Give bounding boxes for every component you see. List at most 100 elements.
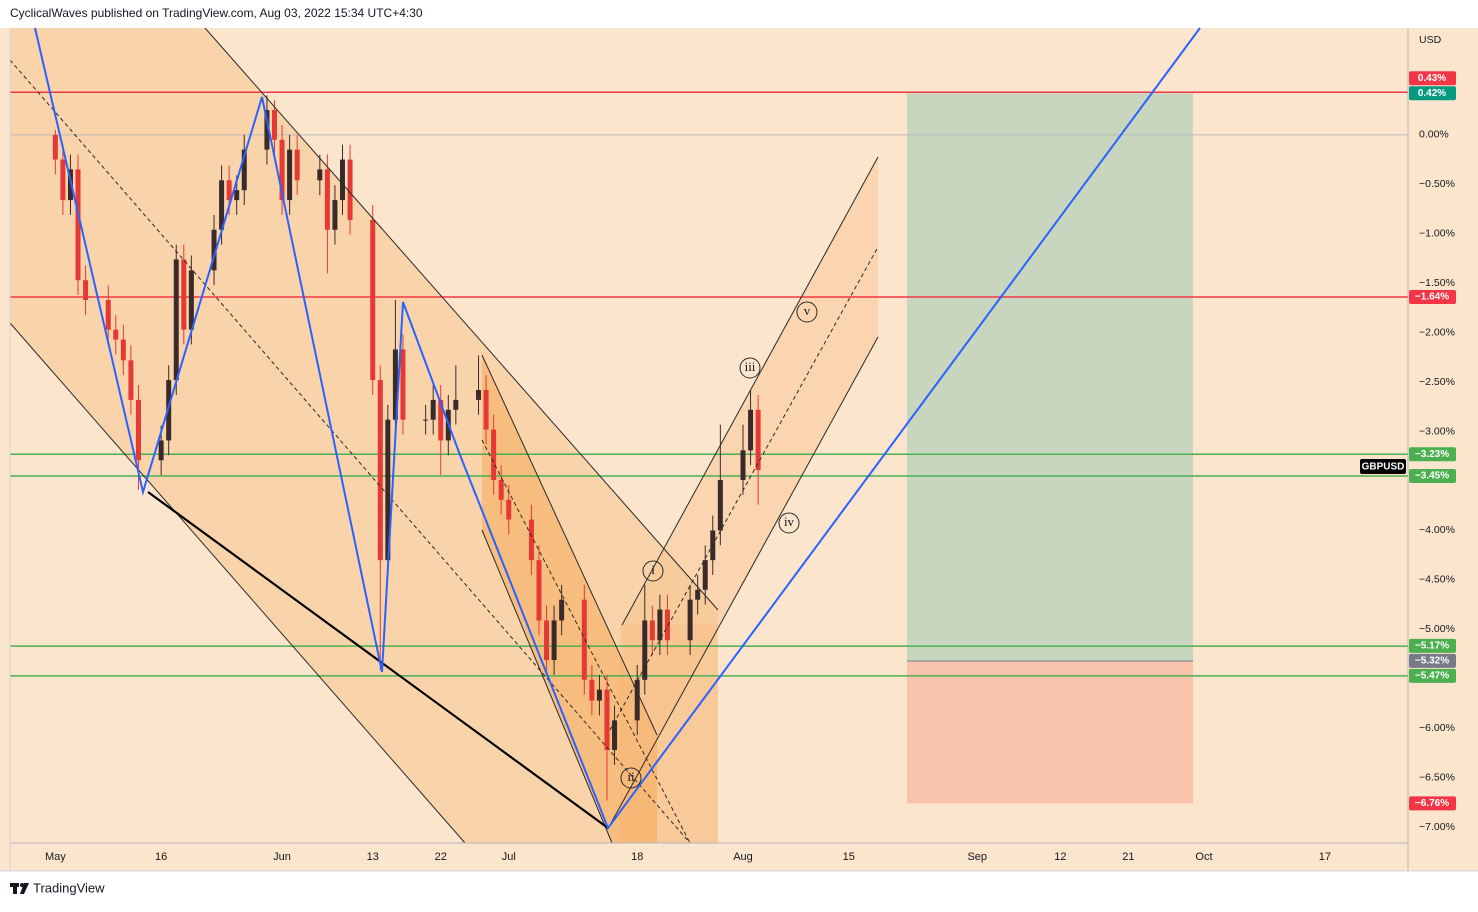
candle-body bbox=[128, 360, 134, 400]
candle-body bbox=[317, 169, 323, 181]
y-tick-label: −6.00% bbox=[1419, 722, 1455, 734]
wave-text: iii bbox=[745, 359, 756, 374]
logo-part bbox=[13, 883, 17, 894]
candle-body bbox=[559, 599, 565, 621]
candle-body bbox=[536, 560, 542, 621]
footer: TradingView bbox=[10, 880, 105, 895]
price-tag-label: −1.64% bbox=[1415, 292, 1449, 303]
wave-label: iv bbox=[778, 512, 800, 534]
price-tag-label: 0.42% bbox=[1418, 88, 1446, 99]
channel-midline bbox=[609, 246, 879, 731]
candle-body bbox=[113, 329, 119, 340]
wave-text: i bbox=[651, 562, 655, 577]
position-tool bbox=[907, 93, 1193, 804]
candle-body bbox=[271, 110, 277, 140]
candle-body bbox=[279, 139, 285, 201]
candle-body bbox=[695, 589, 701, 600]
candle-body bbox=[438, 399, 444, 441]
candle-body bbox=[642, 620, 648, 680]
candle-body bbox=[634, 679, 640, 721]
x-tick-label: 15 bbox=[843, 851, 855, 863]
price-tag-label: −3.45% bbox=[1415, 471, 1449, 482]
candle-body bbox=[219, 180, 225, 230]
candle-body bbox=[370, 219, 376, 381]
candle-body bbox=[385, 419, 391, 561]
publish-info: CyclicalWaves published on TradingView.c… bbox=[10, 6, 423, 20]
candle-body bbox=[211, 229, 217, 271]
channel-midline bbox=[9, 59, 691, 844]
candle-body bbox=[702, 560, 708, 590]
candle-body bbox=[491, 429, 497, 481]
candle-body bbox=[717, 480, 723, 531]
price-tag bbox=[1409, 469, 1456, 484]
price-tag bbox=[1409, 653, 1456, 668]
candle-body bbox=[423, 419, 429, 421]
channel-line bbox=[481, 354, 658, 736]
channel-midline bbox=[481, 439, 691, 844]
wave-circle bbox=[796, 301, 818, 323]
currency-label: USD bbox=[1419, 34, 1442, 46]
axes: USD GBPUSD 0.00% −0.50% −1.00% −1.50% −2.00%… bbox=[0, 28, 1478, 872]
y-tick-label: −4.00% bbox=[1419, 524, 1455, 536]
y-tick-label: −1.00% bbox=[1419, 228, 1455, 240]
channel-line bbox=[621, 156, 879, 626]
wave-text: v bbox=[804, 303, 811, 318]
candle-body bbox=[748, 409, 754, 451]
wave-label: v bbox=[796, 301, 818, 323]
candle-body bbox=[612, 720, 618, 751]
price-tag bbox=[1409, 71, 1456, 86]
x-tick-label: 13 bbox=[367, 851, 379, 863]
price-tag bbox=[1409, 796, 1456, 811]
x-tick-label: Oct bbox=[1195, 851, 1212, 863]
price-tag-label: −6.76% bbox=[1415, 798, 1449, 809]
x-tick-label: 18 bbox=[631, 851, 643, 863]
y-tick-label: −0.50% bbox=[1419, 178, 1455, 190]
candle-body bbox=[75, 169, 81, 281]
channel-line bbox=[609, 336, 879, 826]
x-tick-label: 17 bbox=[1319, 851, 1331, 863]
trend-line bbox=[147, 491, 609, 829]
candle-body bbox=[166, 380, 172, 441]
x-tick-label: Jun bbox=[273, 851, 291, 863]
candle-body bbox=[506, 499, 512, 520]
y-tick-label: −5.00% bbox=[1419, 623, 1455, 635]
candle-body bbox=[498, 480, 504, 500]
candle-body bbox=[604, 689, 610, 751]
wave-label: i bbox=[642, 560, 664, 582]
candle-body bbox=[188, 270, 194, 330]
candle-body bbox=[83, 280, 89, 300]
candle-body bbox=[400, 349, 406, 420]
candle-body bbox=[264, 110, 270, 150]
candle-body bbox=[52, 134, 58, 160]
candle-body bbox=[287, 149, 293, 201]
candle-body bbox=[67, 169, 73, 201]
candle-body bbox=[226, 180, 232, 201]
candle-body bbox=[740, 450, 746, 481]
wave-text: ii bbox=[627, 769, 635, 784]
candle-body bbox=[120, 339, 126, 361]
levels bbox=[10, 91, 1408, 677]
candle-body bbox=[181, 259, 187, 330]
candle-body bbox=[392, 349, 398, 420]
y-tick-label: −2.00% bbox=[1419, 326, 1455, 338]
zigzag-line bbox=[34, 27, 1201, 831]
x-tick-label: Jul bbox=[502, 851, 516, 863]
candle-body bbox=[551, 620, 557, 661]
candle-body bbox=[596, 689, 602, 701]
channel-line bbox=[9, 322, 466, 844]
candle-body bbox=[234, 190, 240, 201]
symbol-label: GBPUSD bbox=[1362, 462, 1405, 473]
candle-body bbox=[173, 259, 179, 381]
candle-body bbox=[528, 519, 534, 561]
price-tag bbox=[1409, 86, 1456, 101]
candle-body bbox=[332, 200, 338, 230]
candle-body bbox=[581, 599, 587, 680]
x-tick-label: 12 bbox=[1054, 851, 1066, 863]
y-tick-label: −4.50% bbox=[1419, 574, 1455, 586]
x-tick-label: May bbox=[45, 851, 66, 863]
wave-label: ii bbox=[620, 767, 642, 789]
drawings: i ii iii iv v bbox=[9, 27, 1201, 844]
candle-body bbox=[158, 440, 164, 461]
candle-body bbox=[649, 620, 655, 641]
